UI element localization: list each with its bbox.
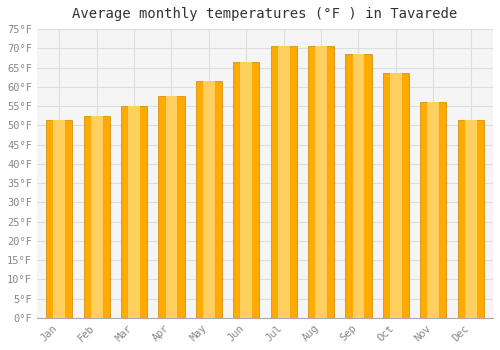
- Bar: [390, 74, 402, 318]
- Bar: [84, 116, 110, 318]
- Bar: [166, 97, 177, 318]
- Bar: [121, 106, 147, 318]
- Bar: [203, 81, 214, 318]
- Bar: [315, 47, 327, 318]
- Bar: [46, 120, 72, 318]
- Bar: [128, 106, 140, 318]
- Bar: [233, 62, 260, 318]
- Bar: [428, 102, 439, 318]
- Bar: [420, 102, 446, 318]
- Bar: [308, 47, 334, 318]
- Bar: [54, 120, 65, 318]
- Bar: [352, 54, 364, 318]
- Bar: [382, 74, 409, 318]
- Bar: [91, 116, 102, 318]
- Title: Average monthly temperatures (°F ) in Tavarede: Average monthly temperatures (°F ) in Ta…: [72, 7, 458, 21]
- Bar: [270, 47, 296, 318]
- Bar: [346, 54, 372, 318]
- Bar: [278, 47, 289, 318]
- Bar: [240, 62, 252, 318]
- Bar: [458, 120, 483, 318]
- Bar: [196, 81, 222, 318]
- Bar: [464, 120, 476, 318]
- Bar: [158, 97, 184, 318]
